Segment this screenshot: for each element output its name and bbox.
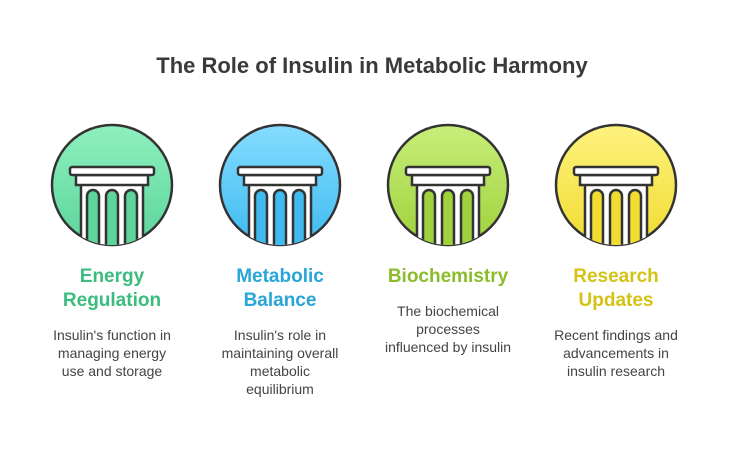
diagram-title: The Role of Insulin in Metabolic Harmony	[156, 53, 588, 78]
pillar-flute	[104, 188, 120, 245]
pillar-flute	[440, 188, 456, 245]
item: Energy Regulation Insulin's function in man…	[50, 123, 174, 379]
item-title: Regulation	[63, 290, 161, 311]
item-title: Metabolic	[236, 266, 324, 287]
item-description: Insulin's role in	[234, 327, 326, 343]
item-title: Balance	[244, 290, 317, 311]
item-description: equilibrium	[246, 381, 314, 397]
item-description: use and storage	[62, 363, 163, 379]
item: Biochemistry The biochemical processes infl…	[385, 123, 511, 355]
pillar-flute	[459, 188, 475, 245]
pillar-band	[410, 173, 486, 187]
pillar-flute	[421, 188, 437, 245]
pillar-icon	[583, 182, 649, 245]
item: Research Updates Recent findings and advanc…	[554, 123, 678, 379]
pillar-flute	[627, 188, 643, 245]
pillar-flute	[272, 188, 288, 245]
item-description: metabolic	[250, 363, 310, 379]
item-description: insulin research	[567, 363, 665, 379]
pillar-cap	[572, 165, 660, 177]
pillar-icon	[247, 182, 313, 245]
pillar-flute	[291, 188, 307, 245]
pillar-band	[74, 173, 150, 187]
item-title: Energy	[80, 266, 145, 287]
pillar-flute	[253, 188, 269, 245]
pillar-flute	[85, 188, 101, 245]
item-title: Updates	[579, 290, 654, 311]
pillar-band	[578, 173, 654, 187]
item-description: influenced by insulin	[385, 339, 511, 355]
item-description: The biochemical	[397, 303, 499, 319]
pillar-flute	[608, 188, 624, 245]
item-description: processes	[416, 321, 480, 337]
item-description: advancements in	[563, 345, 669, 361]
pillar-cap	[404, 165, 492, 177]
pillar-icon	[415, 182, 481, 245]
item: Metabolic Balance Insulin's role in maintai…	[218, 123, 342, 397]
pillar-cap	[68, 165, 156, 177]
item-description: managing energy	[58, 345, 166, 361]
item-description: Recent findings and	[554, 327, 678, 343]
pillar-cap	[236, 165, 324, 177]
pillar-flute	[123, 188, 139, 245]
item-description: Insulin's function in	[53, 327, 171, 343]
item-title: Biochemistry	[388, 266, 509, 287]
pillar-band	[242, 173, 318, 187]
pillar-flute	[589, 188, 605, 245]
item-description: maintaining overall	[222, 345, 339, 361]
item-title: Research	[573, 266, 659, 287]
pillar-icon	[79, 182, 145, 245]
